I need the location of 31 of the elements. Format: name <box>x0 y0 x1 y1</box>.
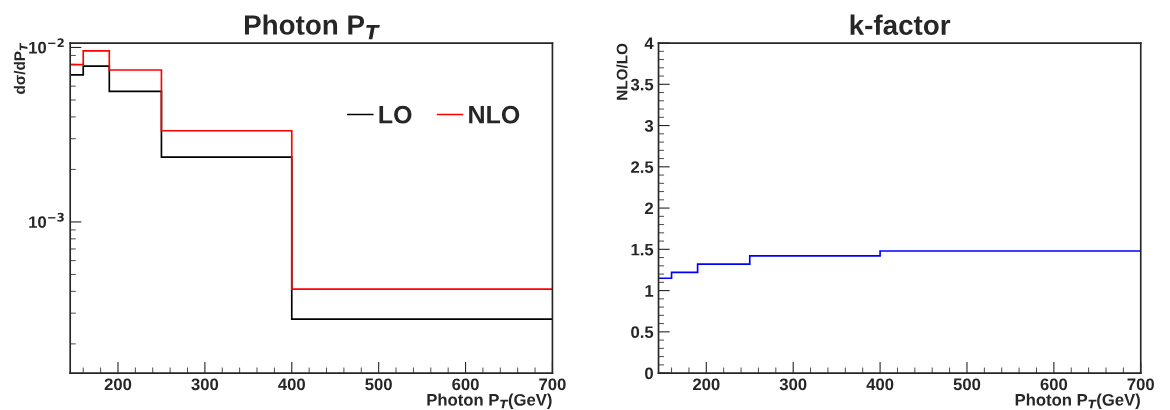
y-tick-label: 4 <box>644 37 654 50</box>
y-tick-label: 3.5 <box>630 78 654 91</box>
chart-title: Photon P$_{T}$ <box>244 14 380 40</box>
y-tick-label: 1 <box>645 285 654 297</box>
x-tick-label: 200 <box>104 378 132 391</box>
x-tick-label: 400 <box>278 378 305 391</box>
y-tick-label: 2.5 <box>631 161 654 174</box>
y-axis-title: dσ/dP$_{T}$ <box>13 42 28 94</box>
x-tick-label: 600 <box>1040 378 1068 391</box>
y-tick-label: 2 <box>644 202 653 215</box>
x-tick-label: 700 <box>1127 378 1154 391</box>
y-tick-label: 1.5 <box>631 243 654 256</box>
x-tick-label: 400 <box>866 378 894 391</box>
chart-title: k-factor <box>850 14 951 35</box>
y-tick-label: 10$^{−2}$ <box>29 38 64 54</box>
y-tick-label: 0.5 <box>631 326 654 339</box>
x-axis-title: Photon P$_{T}$(GeV) <box>427 393 552 410</box>
y-tick-label: 3 <box>644 119 654 132</box>
legend-label: LO <box>379 105 412 124</box>
legend-label: NLO <box>469 105 520 124</box>
x-tick-label: 500 <box>953 378 981 391</box>
x-tick-label: 600 <box>452 378 479 391</box>
y-axis-title: NLO/LO <box>616 43 628 100</box>
x-tick-label: 500 <box>365 378 392 391</box>
x-tick-label: 300 <box>779 378 807 391</box>
x-tick-label: 300 <box>191 378 219 391</box>
x-tick-label: 700 <box>539 378 566 391</box>
y-tick-label: 0 <box>645 367 653 380</box>
y-tick-label: 10$^{−3}$ <box>29 212 64 229</box>
x-axis-title: Photon P$_{T}$(GeV) <box>1015 393 1140 410</box>
x-tick-label: 200 <box>692 378 720 391</box>
